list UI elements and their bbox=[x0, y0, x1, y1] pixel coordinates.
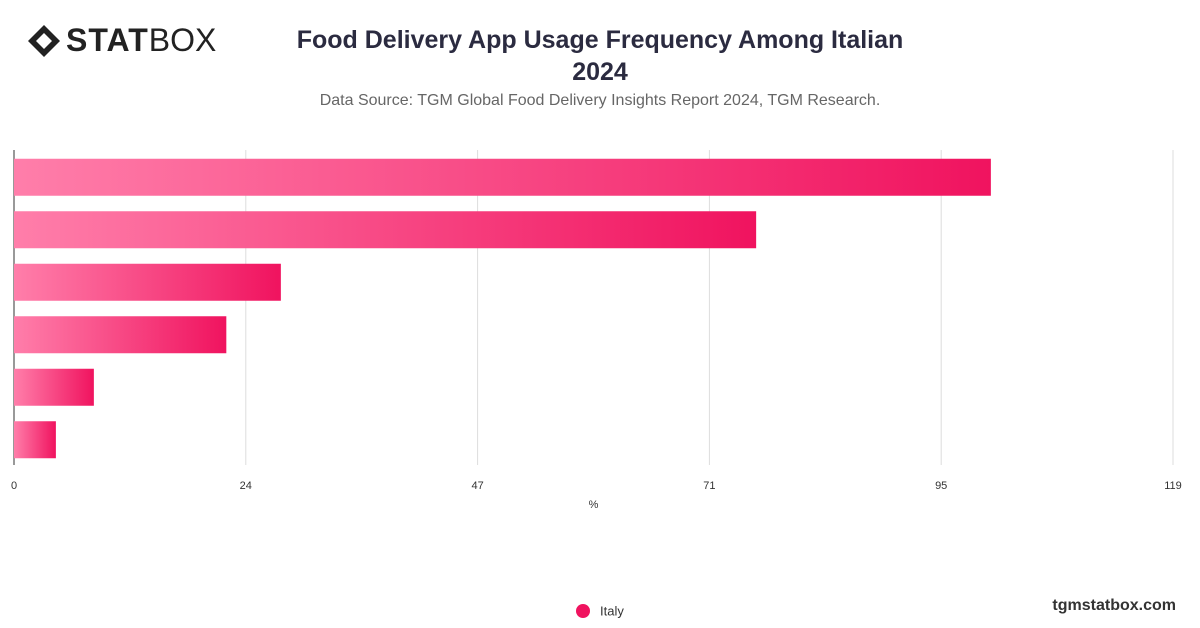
bar bbox=[14, 368, 94, 406]
x-tick-label: 95 bbox=[935, 480, 947, 492]
chart-subtitle: Data Source: TGM Global Food Delivery In… bbox=[319, 92, 881, 109]
footer: tgmstatbox.com bbox=[1052, 597, 1176, 614]
bar bbox=[14, 421, 56, 459]
x-tick-label: 24 bbox=[240, 480, 252, 492]
legend-marker bbox=[576, 604, 590, 618]
x-tick-label: 71 bbox=[703, 480, 715, 492]
logo-bold: STAT bbox=[66, 22, 149, 58]
x-tick-label: 119 bbox=[1164, 480, 1182, 492]
chart-title: Food Delivery App Usage Frequency Among … bbox=[296, 26, 904, 86]
x-tick-label: 47 bbox=[471, 480, 483, 492]
bar bbox=[14, 158, 991, 196]
logo: STAT BOX bbox=[26, 22, 216, 59]
logo-icon bbox=[28, 24, 60, 57]
legend-label: Italy bbox=[600, 603, 624, 618]
x-axis-label: % bbox=[589, 499, 599, 511]
x-tick-label: 0 bbox=[11, 480, 17, 492]
bar bbox=[14, 211, 757, 249]
bar bbox=[14, 316, 227, 354]
bar bbox=[14, 263, 281, 301]
logo-light: BOX bbox=[148, 22, 217, 58]
